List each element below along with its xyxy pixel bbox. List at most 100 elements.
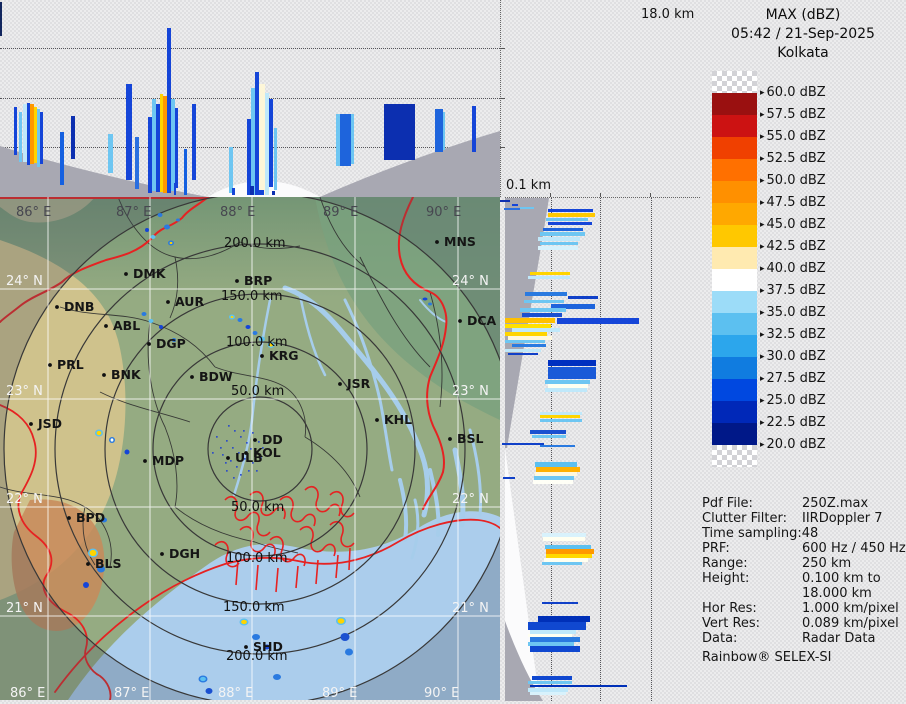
colorbar-color-cell (712, 357, 757, 379)
clutter-dot (228, 425, 230, 427)
lon-label-top: 88° E (220, 205, 255, 220)
lon-label-top: 86° E (16, 205, 51, 220)
colorbar-color-cell (712, 137, 757, 159)
info-value: 0.100 km to (802, 571, 881, 586)
precip-echo (273, 674, 281, 680)
echo-bar (251, 88, 255, 195)
precip-echo-core (110, 438, 114, 442)
city-label-MDP: MDP (152, 453, 184, 468)
threshold-text: 30.0 dBZ (766, 349, 826, 364)
echo-bar (19, 112, 22, 162)
axis-tick (600, 193, 601, 197)
threshold-text: 42.5 dBZ (766, 239, 826, 254)
city-dot (29, 422, 33, 426)
lon-label-bottom: 89° E (322, 686, 357, 700)
info-label: Height: (702, 571, 750, 586)
range-ring-label: 150.0 km (221, 289, 283, 304)
axis-tick (500, 98, 505, 99)
echo-bar (505, 332, 547, 336)
colorbar-color-cell (712, 335, 757, 357)
city-label-AUR: AUR (175, 294, 204, 309)
city-dot (143, 459, 147, 463)
echo-bar (548, 367, 596, 379)
echo-bar (274, 128, 277, 190)
echo-bar (269, 99, 273, 187)
dbz-colorbar (712, 71, 757, 467)
info-label: Data: (702, 631, 738, 646)
echo-bar (336, 114, 340, 166)
range-ring-label: 150.0 km (223, 600, 285, 615)
info-row: 18.000 km (702, 586, 906, 601)
colorbar-color-cell (712, 93, 757, 115)
precip-echo (145, 228, 149, 232)
city-label-KOL: KOL (253, 445, 281, 460)
echo-bar (530, 272, 570, 275)
echo-bar (528, 634, 572, 637)
echo-bar (525, 292, 567, 296)
colorbar-color-cell (712, 159, 757, 181)
info-value: Radar Data (802, 631, 876, 646)
echo-bar (71, 116, 75, 159)
precip-echo-core (200, 676, 206, 682)
echo-bar (543, 537, 585, 541)
echo-bar (548, 360, 596, 366)
precip-echo-core (169, 241, 173, 245)
echo-bar (528, 681, 572, 684)
info-row: Clutter Filter: IIRDoppler 7 (702, 511, 906, 526)
product-datetime: 05:42 / 21-Sep-2025 (731, 26, 875, 42)
colorbar-color-cell (712, 423, 757, 445)
echo-bar (542, 562, 582, 565)
city-dot (260, 354, 264, 358)
echo-bar (508, 353, 538, 355)
precip-echo-core (269, 343, 273, 347)
echo-bar (184, 149, 187, 195)
echo-bar (546, 218, 588, 221)
threshold-arrow-icon: ▸ (760, 198, 765, 208)
echo-bar (384, 104, 415, 160)
city-dot (124, 272, 128, 276)
info-label: Hor Res: (702, 601, 757, 616)
clutter-dot (246, 442, 248, 444)
threshold-text: 25.0 dBZ (766, 393, 826, 408)
threshold-text: 20.0 dBZ (766, 437, 826, 452)
echo-bar (530, 637, 580, 642)
precip-echo (150, 235, 156, 239)
city-dot (48, 363, 52, 367)
dbz-threshold-label: ▸ 45.0 dBZ (760, 217, 900, 233)
precip-echo (148, 319, 154, 323)
echo-bar (435, 109, 443, 152)
axis-tick (550, 193, 551, 197)
city-label-DMK: DMK (133, 266, 167, 281)
echo-bar (522, 313, 562, 317)
out-of-range-mask (0, 193, 516, 704)
rivers (232, 285, 482, 560)
echo-bar (540, 412, 582, 415)
info-label: Pdf File: (702, 496, 753, 511)
echo-bar (530, 430, 566, 434)
city-label-DCA: DCA (467, 313, 497, 328)
colorbar-color-cell (712, 203, 757, 225)
height-gridline (551, 198, 552, 701)
info-row: PRF: 600 Hz / 450 Hz (702, 541, 906, 556)
lat-label-left: 22° N (6, 492, 43, 507)
echo-bar (505, 340, 545, 343)
lon-label-top: 87° E (116, 205, 151, 220)
range-ring-label: 200.0 km (226, 649, 288, 664)
echo-bar (250, 186, 254, 195)
threshold-arrow-icon: ▸ (760, 132, 765, 142)
echo-bar (524, 300, 564, 303)
city-label-ULB: ULB (235, 450, 263, 465)
echo-bar (548, 222, 592, 225)
threshold-arrow-icon: ▸ (760, 330, 765, 340)
clutter-dot (262, 447, 264, 449)
colorbar-color-cell (712, 269, 757, 291)
precip-echo (237, 318, 243, 322)
clutter-dot (216, 436, 218, 438)
city-dot (244, 645, 248, 649)
lat-label-right: 23° N (452, 384, 489, 399)
echo-bar (232, 188, 235, 195)
echo-bar (538, 237, 580, 241)
city-dot (235, 279, 239, 283)
legend-panel: MAX (dBZ) 05:42 / 21-Sep-2025 Kolkata ▸ 6… (700, 0, 906, 700)
